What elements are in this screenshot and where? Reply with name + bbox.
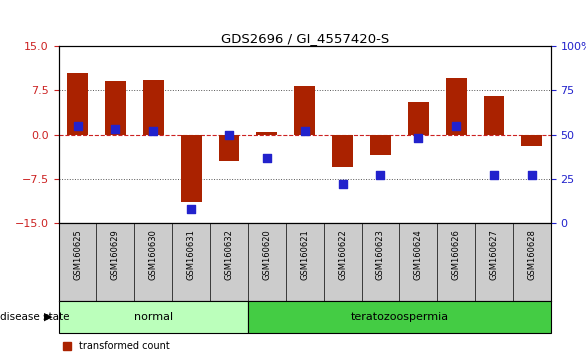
Title: GDS2696 / GI_4557420-S: GDS2696 / GI_4557420-S [220, 32, 389, 45]
Text: GSM160624: GSM160624 [414, 229, 423, 280]
Text: GSM160632: GSM160632 [224, 229, 233, 280]
Bar [408, 102, 429, 135]
Bar [294, 86, 315, 135]
Point [224, 132, 234, 137]
Point [489, 172, 499, 178]
Bar [143, 80, 163, 135]
Text: GSM160629: GSM160629 [111, 229, 120, 280]
Point [414, 135, 423, 141]
Text: GSM160620: GSM160620 [263, 229, 271, 280]
Bar [105, 81, 126, 135]
Text: GSM160628: GSM160628 [527, 229, 536, 280]
Text: disease state: disease state [0, 312, 70, 322]
Text: ▶: ▶ [44, 312, 53, 322]
Text: GSM160626: GSM160626 [452, 229, 461, 280]
Bar [180, 135, 202, 202]
Point [338, 181, 347, 187]
Point [376, 172, 385, 178]
Point [300, 128, 309, 134]
Text: GSM160622: GSM160622 [338, 229, 347, 280]
Point [149, 128, 158, 134]
Point [262, 155, 271, 160]
Text: normal: normal [134, 312, 173, 322]
Point [73, 123, 82, 129]
Bar [446, 79, 466, 135]
Text: GSM160625: GSM160625 [73, 229, 82, 280]
Bar [67, 73, 88, 135]
Text: GSM160627: GSM160627 [489, 229, 499, 280]
Point [186, 206, 196, 212]
Bar [219, 135, 240, 161]
Point [111, 126, 120, 132]
Bar [332, 135, 353, 167]
Text: GSM160631: GSM160631 [186, 229, 196, 280]
Text: GSM160623: GSM160623 [376, 229, 385, 280]
Text: GSM160621: GSM160621 [300, 229, 309, 280]
Bar [248, 301, 551, 333]
Point [527, 172, 537, 178]
Bar [522, 135, 542, 146]
Bar [483, 96, 505, 135]
Bar [370, 135, 391, 155]
Bar [59, 301, 248, 333]
Legend: transformed count, percentile rank within the sample: transformed count, percentile rank withi… [63, 341, 244, 354]
Bar [257, 132, 277, 135]
Text: GSM160630: GSM160630 [149, 229, 158, 280]
Point [451, 123, 461, 129]
Text: teratozoospermia: teratozoospermia [350, 312, 448, 322]
